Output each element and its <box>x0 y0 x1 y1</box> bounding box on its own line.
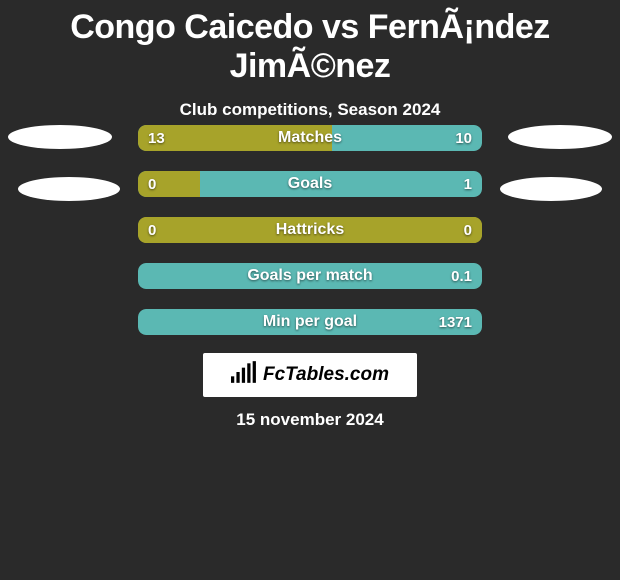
player-right-photo-2 <box>500 177 602 201</box>
player-left-photo-2 <box>18 177 120 201</box>
stat-row: 01Goals <box>138 171 482 197</box>
stat-row: 00Hattricks <box>138 217 482 243</box>
stat-row: 0.1Goals per match <box>138 263 482 289</box>
stat-row: 1310Matches <box>138 125 482 151</box>
bars-icon <box>231 361 257 389</box>
stat-label: Goals <box>138 171 482 197</box>
page-title: Congo Caicedo vs FernÃ¡ndez JimÃ©nez <box>0 0 620 86</box>
player-left-photo-1 <box>8 125 112 149</box>
brand-badge: FcTables.com <box>203 353 417 397</box>
footer-date: 15 november 2024 <box>0 410 620 430</box>
stat-label: Goals per match <box>138 263 482 289</box>
brand-text: FcTables.com <box>263 364 389 386</box>
stat-label: Matches <box>138 125 482 151</box>
comparison-card: Congo Caicedo vs FernÃ¡ndez JimÃ©nez Clu… <box>0 0 620 120</box>
player-right-photo-1 <box>508 125 612 149</box>
stat-label: Hattricks <box>138 217 482 243</box>
page-subtitle: Club competitions, Season 2024 <box>0 100 620 120</box>
stat-rows: 1310Matches 01Goals 00Hattricks 0.1Goals pe… <box>138 125 482 355</box>
stat-label: Min per goal <box>138 309 482 335</box>
stat-row: 1371Min per goal <box>138 309 482 335</box>
